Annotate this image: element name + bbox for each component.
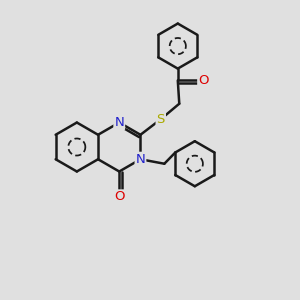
Text: N: N xyxy=(114,116,124,129)
Text: O: O xyxy=(114,190,124,203)
Text: S: S xyxy=(157,113,165,126)
Text: N: N xyxy=(136,153,145,166)
Text: O: O xyxy=(198,74,209,87)
